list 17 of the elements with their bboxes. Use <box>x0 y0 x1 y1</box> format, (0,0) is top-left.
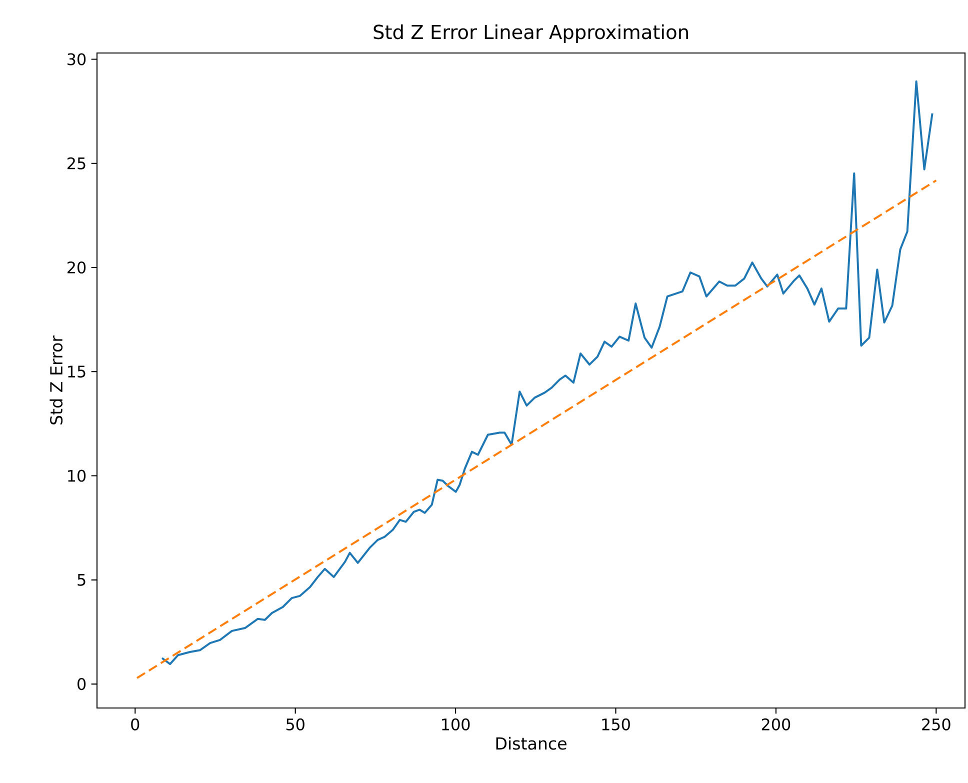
y-tick-label: 30 <box>68 53 86 66</box>
y-tick-label: 5 <box>78 574 86 586</box>
y-axis-title: Std Z Error <box>50 335 63 424</box>
x-tick-label: 200 <box>762 718 790 730</box>
y-tick-label: 20 <box>68 261 86 274</box>
y-tick-label: 25 <box>68 157 86 170</box>
x-tick-label: 250 <box>922 718 950 730</box>
y-tick-label: 10 <box>68 470 86 482</box>
x-tick-label: 50 <box>286 718 304 730</box>
x-tick-label: 0 <box>131 718 140 730</box>
x-tick-label: 150 <box>602 718 630 730</box>
line-series <box>161 80 934 666</box>
x-tick-label: 100 <box>442 718 470 730</box>
y-tick-label: 15 <box>68 366 86 378</box>
y-tick-label: 0 <box>78 678 86 690</box>
chart-title: Std Z Error Linear Approximation <box>374 24 688 43</box>
x-axis-title: Distance <box>496 736 566 750</box>
